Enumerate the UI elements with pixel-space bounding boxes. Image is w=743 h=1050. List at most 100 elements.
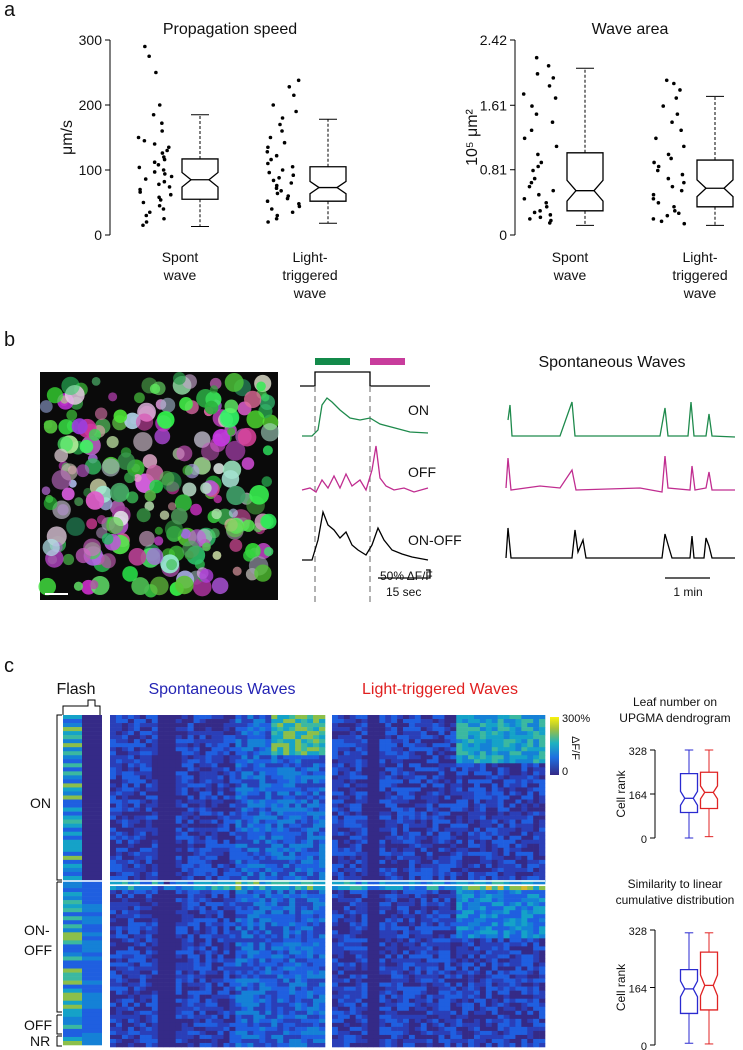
heatmap-cell [420,894,427,899]
heatmap-cell [301,863,308,869]
heatmap-cell [485,735,493,740]
heatmap-cell [235,735,242,740]
heatmap-cell [151,890,159,895]
heatmap-cell [456,807,463,812]
heatmap-cell [468,847,475,853]
heatmap-cell [175,902,182,907]
heatmap-cell [509,775,516,780]
heatmap-cell [110,831,117,837]
scale-label: 50% ΔF/F [380,569,433,583]
heatmap-cell [115,783,123,788]
heatmap-cell [175,1038,182,1044]
heatmap-cell [515,743,522,748]
heatmap-cell [432,739,439,744]
heatmap-cell [205,847,212,853]
heatmap-cell [527,779,534,784]
heatmap-cell [313,815,320,820]
micrograph [38,372,280,600]
heatmap-cell [175,962,182,967]
heatmap-cell [301,815,308,820]
heatmap-cell [414,910,422,915]
heatmap-cell [343,880,351,885]
heatmap-cell [349,831,356,837]
heatmap-cell [271,994,278,1000]
heatmap-cell [468,843,475,849]
heatmap-cell [403,775,410,780]
heatmap-cell [157,799,165,804]
heatmap-cell [408,855,416,861]
heatmap-cell [127,811,135,816]
heatmap-cell [332,886,339,891]
heatmap-cell [247,843,254,849]
heatmap-cell [497,799,504,804]
heatmap-cell [259,735,266,740]
heatmap-cell [491,767,498,772]
heatmap-cell [169,1018,176,1024]
heatmap-cell [253,886,260,891]
heatmap-cell [319,803,326,808]
heatmap-cell [414,811,422,816]
heatmap-cell [355,775,362,780]
heatmap-cell [497,787,504,792]
heatmap-cell [361,791,368,796]
heatmap-cell [307,787,314,792]
heatmap-cell [432,863,439,869]
heatmap-cell [289,811,296,816]
heatmap-cell [133,886,141,891]
heatmap-cell [229,715,236,720]
heatmap-cell [217,855,224,861]
heatmap-cell [157,880,165,885]
heatmap-cell [169,1034,176,1040]
heatmap-cell [349,815,356,820]
heatmap-cell [509,779,516,784]
heatmap-cell [456,735,463,740]
heatmap-cell [479,894,487,899]
heatmap-cell [420,723,427,728]
heatmap-cell [127,863,135,869]
heatmap-cell [187,831,194,837]
heatmap-cell [265,1022,272,1028]
heatmap-cell [229,974,236,979]
heatmap-cell [253,743,260,748]
heatmap-cell [533,775,540,780]
heatmap-cell [367,815,374,820]
heatmap-cell [121,847,129,853]
heatmap-cell [205,994,212,1000]
heatmap-cell [163,783,171,788]
heatmap-cell [259,946,266,951]
heatmap-cell [181,1018,188,1024]
heatmap-cell [133,894,141,899]
heatmap-cell [199,982,206,987]
heatmap-cell [385,759,392,764]
cell [89,580,99,590]
heatmap-cell [133,1026,141,1032]
heatmap-cell [301,922,308,927]
heatmap-cell [271,886,278,891]
heatmap-cell [408,807,416,812]
heatmap-cell [379,795,386,800]
heatmap-cell [193,886,200,891]
heatmap-cell [509,739,516,744]
heatmap-cell [301,1042,308,1048]
heatmap-cell [277,783,284,788]
heatmap-cell [127,950,135,955]
heatmap-cell [295,974,302,979]
heatmap-cell [235,1010,242,1016]
heatmap-cell [313,934,320,939]
heatmap-cell [503,859,510,865]
heatmap-cell [277,938,284,943]
heatmap-cell [349,914,356,919]
heatmap-cell [157,1002,165,1008]
heatmap-cell [247,787,254,792]
heatmap-cell [121,982,129,987]
cell [100,553,116,569]
heatmap-cell [319,743,326,748]
heatmap-cell [151,867,159,873]
heatmap-cell [223,731,230,736]
heatmap-cell [169,783,176,788]
heatmap-cell [241,1026,248,1032]
heatmap-cell [491,859,498,865]
heatmap-cell [157,771,165,776]
heatmap-cell [229,1010,236,1016]
scale-label: 1 min [673,585,702,599]
